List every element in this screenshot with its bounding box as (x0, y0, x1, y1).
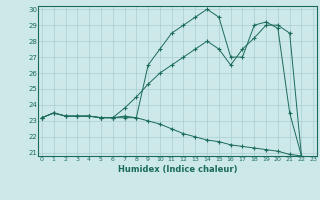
X-axis label: Humidex (Indice chaleur): Humidex (Indice chaleur) (118, 165, 237, 174)
